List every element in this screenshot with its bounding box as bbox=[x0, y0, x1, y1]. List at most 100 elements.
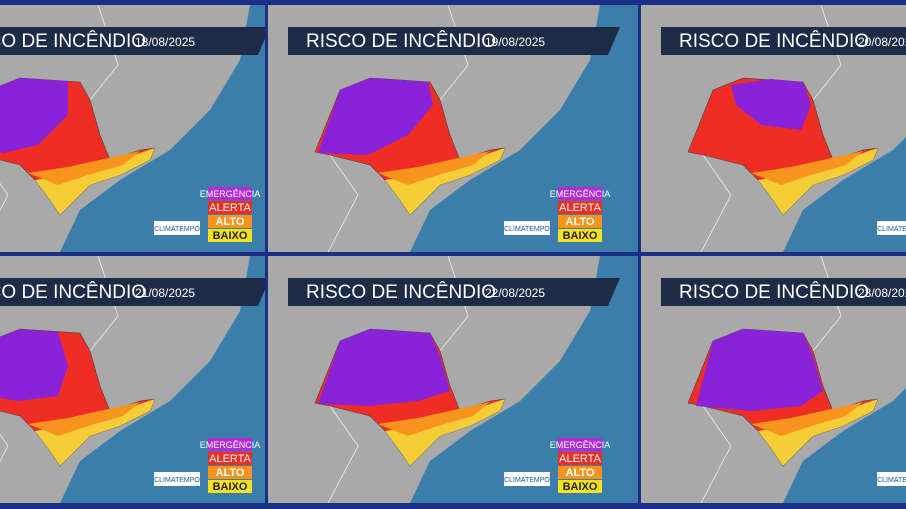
map: RISCO DE INCÊNDIO20/08/2025EMERGÊNCIAALE… bbox=[661, 5, 906, 252]
date: 22/08/2025 bbox=[485, 286, 545, 300]
risk-low bbox=[385, 399, 505, 466]
logo-bg bbox=[877, 472, 906, 486]
legend-swatch bbox=[558, 452, 602, 465]
legend-label: ALTO bbox=[566, 216, 595, 228]
legend-swatch bbox=[558, 438, 602, 451]
risk-emergency bbox=[731, 79, 811, 130]
legend-label: BAIXO bbox=[563, 481, 598, 493]
border bbox=[700, 405, 732, 503]
risk-high bbox=[28, 402, 140, 436]
border bbox=[327, 154, 359, 252]
legend-swatch bbox=[208, 187, 252, 200]
map-panel: RISCO DE INCÊNDIO20/08/2025EMERGÊNCIAALE… bbox=[641, 5, 906, 252]
title: RISCO DE INCÊNDIO bbox=[306, 281, 496, 303]
risk-low bbox=[758, 399, 878, 466]
border bbox=[0, 433, 9, 463]
legend-label: EMERGÊNCIA bbox=[550, 189, 611, 199]
legend-label: EMERGÊNCIA bbox=[200, 440, 261, 450]
risk-low bbox=[35, 148, 155, 215]
risk-emergency bbox=[318, 78, 433, 155]
map: RISCO DE INCÊNDIO23/08/2025EMERGÊNCIAALE… bbox=[661, 256, 906, 503]
border bbox=[812, 256, 842, 352]
map-panel: RISCO DE INCÊNDIO23/08/2025EMERGÊNCIAALE… bbox=[641, 256, 906, 503]
legend-swatch bbox=[208, 215, 252, 228]
legend-swatch bbox=[208, 452, 252, 465]
logo: CLIMATEMPO bbox=[877, 226, 906, 233]
legend-swatch bbox=[558, 215, 602, 228]
title: RISCO DE INCÊNDIO bbox=[0, 30, 146, 52]
ocean bbox=[783, 137, 906, 252]
ocean bbox=[783, 388, 906, 503]
title-bg bbox=[288, 278, 620, 306]
logo: CLIMATEMPO bbox=[877, 477, 906, 484]
legend-label: BAIXO bbox=[213, 230, 248, 242]
legend-label: EMERGÊNCIA bbox=[550, 440, 611, 450]
logo-bg bbox=[877, 221, 906, 235]
title-bg bbox=[661, 278, 906, 306]
risk-emergency bbox=[696, 329, 823, 411]
logo: CLIMATEMPO bbox=[154, 226, 200, 233]
date: 21/08/2025 bbox=[135, 286, 195, 300]
title-bg bbox=[661, 27, 906, 55]
legend-label: ALERTA bbox=[559, 202, 601, 214]
title: RISCO DE INCÊNDIO bbox=[306, 30, 496, 52]
border bbox=[439, 5, 469, 101]
legend-label: EMERGÊNCIA bbox=[200, 189, 261, 199]
risk-low bbox=[35, 399, 155, 466]
logo-bg bbox=[504, 472, 550, 486]
border bbox=[812, 5, 842, 101]
border bbox=[439, 256, 469, 352]
border bbox=[89, 256, 119, 352]
logo-bg bbox=[504, 221, 550, 235]
title-bg bbox=[288, 27, 620, 55]
date: 20/08/2025 bbox=[858, 35, 906, 49]
legend-swatch bbox=[558, 187, 602, 200]
risk-high bbox=[378, 402, 490, 436]
risk-low bbox=[385, 148, 505, 215]
legend-swatch bbox=[208, 201, 252, 214]
date: 18/08/2025 bbox=[135, 35, 195, 49]
legend-swatch bbox=[558, 229, 602, 242]
risk-high bbox=[751, 151, 863, 185]
legend-label: ALTO bbox=[566, 467, 595, 479]
risk-high bbox=[378, 151, 490, 185]
risk-emergency bbox=[0, 329, 68, 401]
legend-label: ALTO bbox=[216, 216, 245, 228]
title-bg bbox=[0, 278, 265, 306]
risk-low bbox=[758, 148, 878, 215]
legend-label: ALTO bbox=[216, 467, 245, 479]
logo: CLIMATEMPO bbox=[504, 226, 550, 233]
date: 23/08/2025 bbox=[858, 286, 906, 300]
legend-label: ALERTA bbox=[209, 453, 251, 465]
border bbox=[0, 182, 9, 212]
date: 19/08/2025 bbox=[485, 35, 545, 49]
title-bg bbox=[0, 27, 265, 55]
title: RISCO DE INCÊNDIO bbox=[679, 281, 869, 303]
border bbox=[700, 154, 732, 252]
logo-bg bbox=[154, 221, 200, 235]
logo: CLIMATEMPO bbox=[504, 477, 550, 484]
legend-label: ALERTA bbox=[559, 453, 601, 465]
legend-swatch bbox=[208, 466, 252, 479]
legend-swatch bbox=[558, 480, 602, 493]
legend-label: ALERTA bbox=[209, 202, 251, 214]
border bbox=[89, 5, 119, 101]
border bbox=[327, 405, 359, 503]
legend-label: BAIXO bbox=[563, 230, 598, 242]
legend-swatch bbox=[208, 480, 252, 493]
risk-emergency bbox=[318, 329, 450, 406]
title: RISCO DE INCÊNDIO bbox=[679, 30, 869, 52]
risk-high bbox=[28, 151, 140, 185]
risk-emergency bbox=[0, 78, 68, 153]
